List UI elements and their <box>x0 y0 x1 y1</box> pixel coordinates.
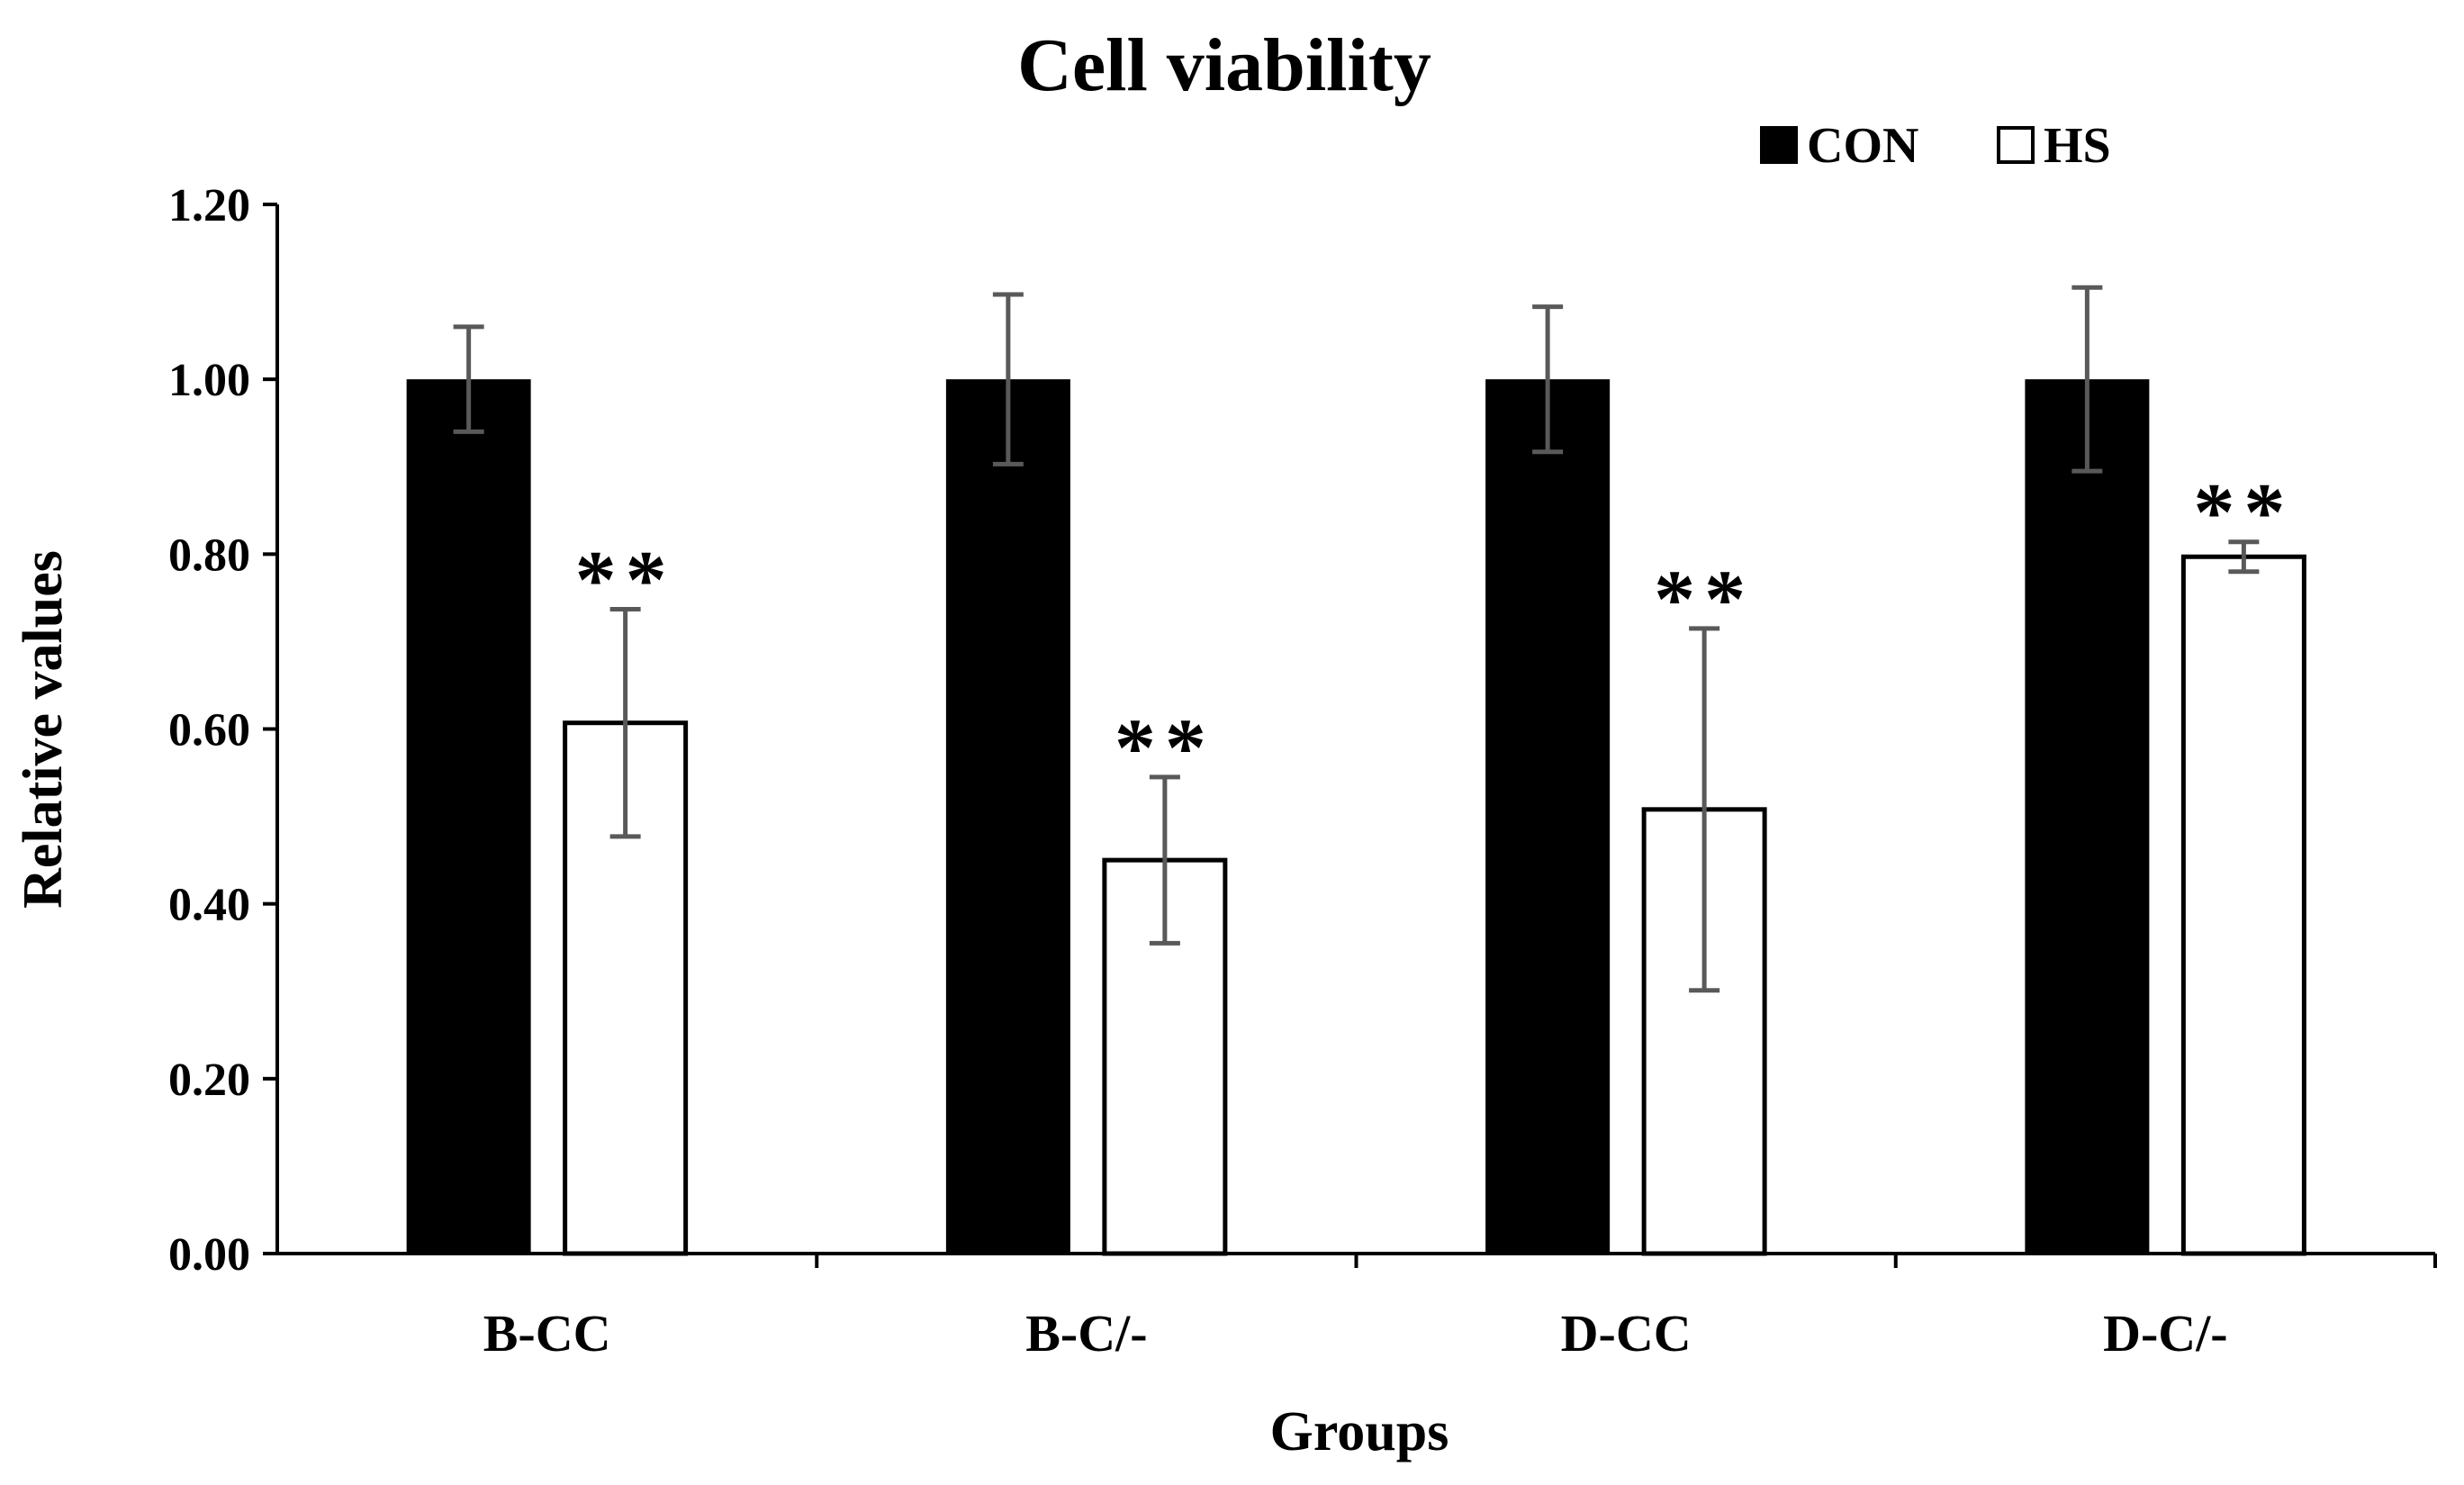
bar-hs <box>2180 554 2306 1256</box>
x-tick-label: B-C/- <box>1025 1304 1147 1363</box>
significance-label: ** <box>1115 702 1215 793</box>
legend-label-con: CON <box>1807 118 1918 174</box>
y-tick-label: 1.20 <box>168 180 250 231</box>
y-axis-label: Relative values <box>13 550 74 909</box>
x-axis-label: Groups <box>1270 1401 1449 1462</box>
significance-label: ** <box>1654 553 1755 645</box>
significance-label: ** <box>575 533 676 625</box>
plot-area: 0.00 0.20 0.40 0.60 0.80 1.00 1.20 ** B-CC ** B-C/… <box>168 180 2437 1363</box>
bar-hs <box>563 720 689 1256</box>
legend-swatch-con <box>1760 126 1798 164</box>
bar-con <box>945 379 1070 1254</box>
bar-con <box>406 379 531 1254</box>
bar-con <box>1485 379 1611 1254</box>
bar-con <box>2025 379 2150 1254</box>
legend: CON HS <box>1760 118 2111 174</box>
chart-title: Cell viability <box>1017 23 1431 107</box>
y-tick-label: 0.20 <box>168 1055 250 1106</box>
y-tick-label: 1.00 <box>168 355 250 406</box>
x-tick-label: D-C/- <box>2103 1304 2228 1363</box>
y-tick-label: 0.80 <box>168 530 250 581</box>
y-tick-label: 0.60 <box>168 705 250 756</box>
x-tick-label: D-CC <box>1561 1304 1692 1363</box>
significance-label: ** <box>2193 466 2294 558</box>
x-tick-label: B-CC <box>483 1304 611 1363</box>
y-tick-label: 0.40 <box>168 880 250 931</box>
legend-label-hs: HS <box>2044 118 2111 174</box>
legend-swatch-hs <box>1997 126 2035 164</box>
y-tick-label: 0.00 <box>168 1229 250 1281</box>
